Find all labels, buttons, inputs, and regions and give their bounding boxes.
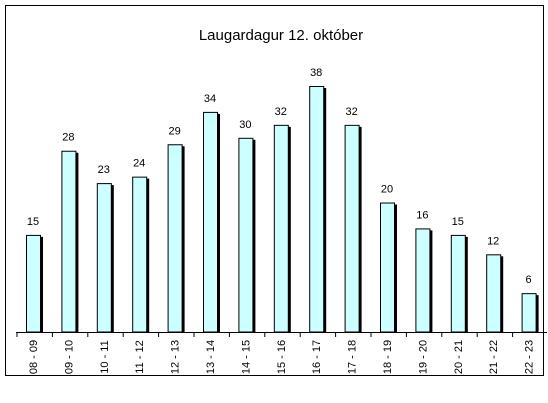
value-label: 29 [168, 125, 180, 137]
bar [273, 124, 289, 333]
x-tick-label: 08 - 09 [28, 340, 40, 374]
value-label: 32 [275, 106, 287, 118]
value-label: 20 [381, 184, 393, 196]
x-tick-label: 12 - 13 [170, 340, 182, 374]
x-tick-label: 21 - 22 [488, 340, 500, 374]
bar [380, 202, 395, 333]
value-label: 15 [452, 216, 464, 228]
value-label: 16 [416, 209, 428, 221]
bar [450, 234, 466, 333]
x-tick-label: 20 - 21 [453, 340, 465, 374]
bar [26, 234, 41, 333]
bar [61, 150, 77, 333]
value-label: 15 [27, 216, 39, 228]
bar [96, 183, 112, 333]
value-label: 38 [310, 67, 322, 79]
bar [309, 86, 325, 333]
value-label: 24 [133, 158, 145, 170]
value-label: 34 [204, 93, 216, 105]
bar [203, 111, 218, 333]
x-tick-label: 09 - 10 [63, 340, 75, 374]
x-tick-label: 10 - 11 [99, 340, 111, 373]
value-label: 30 [239, 119, 251, 131]
bar [344, 124, 360, 333]
x-tick-label: 16 - 17 [311, 340, 323, 374]
value-label: 12 [487, 235, 499, 247]
value-label: 32 [345, 106, 357, 118]
value-label: 28 [62, 132, 74, 144]
bar [238, 137, 254, 333]
bar [415, 228, 431, 333]
value-label: 6 [526, 274, 532, 286]
x-tick-label: 19 - 20 [417, 340, 429, 374]
x-tick-label: 15 - 16 [276, 340, 288, 374]
x-tick-label: 17 - 18 [347, 340, 359, 374]
bar [521, 293, 537, 333]
x-tick-label: 14 - 15 [240, 340, 252, 374]
x-tick-label: 13 - 14 [205, 340, 217, 374]
bar [167, 144, 183, 333]
value-label: 23 [98, 164, 110, 176]
x-tick-label: 18 - 19 [382, 340, 394, 374]
bar [132, 176, 148, 333]
x-tick-label: 22 - 23 [524, 340, 536, 374]
bar [486, 254, 502, 333]
x-tick-label: 11 - 12 [134, 340, 146, 373]
chart-title: Laugardagur 12. október [199, 27, 363, 44]
